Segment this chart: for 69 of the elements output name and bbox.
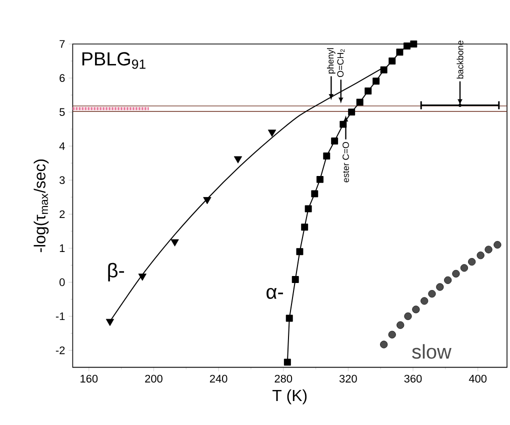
series-label: slow [412,344,452,359]
point [286,314,293,322]
point [476,252,484,260]
point [410,40,418,48]
y-tick-label: 3 [60,176,65,184]
point [436,283,444,291]
annotation: ester C=O [342,142,349,182]
series-label: α- [266,288,283,299]
point [106,318,114,326]
x-tick-label: 320 [339,374,357,383]
y-tick-label: 2 [60,210,65,218]
point [428,290,436,298]
y-tick-label: 6 [60,74,65,82]
point [468,258,476,266]
point [170,239,179,246]
x-axis-title: T (K) [272,389,307,404]
y-tick-label: 4 [59,142,65,150]
point [234,156,242,164]
point [348,108,356,116]
point [444,276,452,284]
point [138,274,146,281]
annotation: PBLG$_{91}$ [82,52,146,69]
point [388,330,396,338]
x-tick-label: 240 [210,374,228,383]
point [372,78,380,85]
point [388,58,396,65]
y-tick-label: 7 [60,40,65,48]
point [364,87,372,94]
point [316,176,324,183]
y-tick-label: -1 [56,312,65,320]
point [458,104,462,107]
x-tick-label: 160 [80,374,98,383]
point [331,138,338,144]
point [203,197,212,204]
x-tick-label: 400 [468,374,487,383]
point [396,48,404,56]
point [292,276,299,283]
point [380,340,388,348]
point [311,190,318,198]
y-tick-label: 5 [60,108,65,116]
annotation: O=CH$_{2}$ [337,49,345,78]
point [404,312,412,320]
y-axis-title: -log(τ$_{max}$/sec) [34,159,49,252]
point [340,120,347,128]
point [452,270,460,278]
series-label: β- [108,262,124,282]
point [412,306,420,314]
point [301,224,308,231]
x-tick-label: 200 [145,374,162,383]
point [268,130,276,137]
point [484,246,492,254]
point [284,358,291,366]
x-tick-label: 360 [404,374,422,383]
y-tick-label: 0 [60,278,65,286]
point [420,297,428,305]
annotation: backbone [456,40,464,79]
annotation: phenyl [326,48,336,74]
point [494,241,502,249]
point [356,98,364,106]
point [460,264,468,272]
y-tick-label: 1 [60,244,65,252]
point [380,66,388,74]
point [404,42,411,50]
point [304,205,312,212]
x-tick-label: 280 [274,374,292,383]
point [396,321,404,329]
point [323,152,330,160]
y-tick-label: -2 [56,346,65,354]
point [296,248,304,256]
